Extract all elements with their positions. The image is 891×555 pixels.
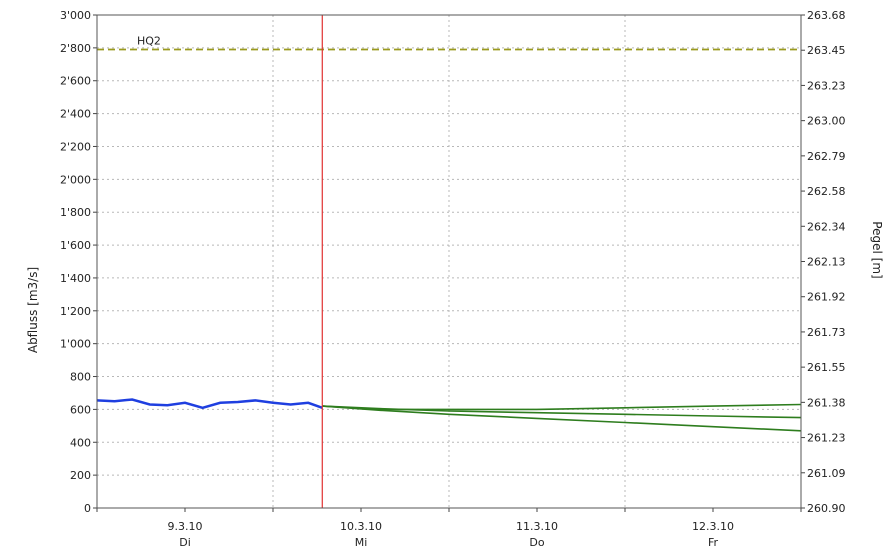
series-line: [322, 405, 802, 419]
y-tick-label-left: 1'800: [60, 206, 91, 219]
y-tick-label-left: 1'400: [60, 272, 91, 285]
y-tick-label-left: 1'200: [60, 305, 91, 318]
y-axis-label-right: Pegel [m]: [870, 221, 884, 278]
y-ticks-right: 263.68 263.45 263.23 263.00 262.79 262.58 262.…: [801, 9, 846, 515]
hq-label: HQ2: [137, 35, 161, 48]
y-tick-label-right: 261.92: [807, 291, 846, 304]
y-tick-label-right: 263.23: [807, 79, 846, 92]
x-date-label: 9.3.10: [168, 520, 203, 533]
y-tick-label-right: 261.55: [807, 361, 846, 374]
series-line: [96, 398, 323, 410]
y-tick-label-right: 260.90: [807, 502, 846, 515]
y-tick-label-right: 261.23: [807, 432, 846, 445]
y-tick-label-right: 262.13: [807, 256, 846, 269]
y-tick-label-left: 2'800: [60, 42, 91, 55]
x-date-label: 10.3.10: [340, 520, 382, 533]
y-tick-label-left: 2'000: [60, 173, 91, 186]
x-day-label: Di: [179, 536, 191, 549]
y-tick-label-right: 262.34: [807, 220, 846, 233]
x-date-label: 12.3.10: [692, 520, 734, 533]
y-tick-label-right: 262.58: [807, 185, 846, 198]
series-line: [322, 405, 802, 432]
y-tick-label-left: 600: [70, 403, 91, 416]
x-day-label: Mi: [355, 536, 368, 549]
y-tick-label-left: 2'200: [60, 140, 91, 153]
y-tick-label-left: 3'000: [60, 9, 91, 22]
y-tick-label-left: 1'000: [60, 338, 91, 351]
y-tick-label-left: 0: [84, 502, 91, 515]
y-tick-label-right: 263.68: [807, 9, 846, 22]
x-date-label: 11.3.10: [516, 520, 558, 533]
y-tick-label-right: 261.38: [807, 396, 846, 409]
x-day-label: Fr: [708, 536, 719, 549]
y-tick-label-left: 2'600: [60, 75, 91, 88]
y-tick-label-right: 261.09: [807, 467, 846, 480]
y-tick-label-left: 1'600: [60, 239, 91, 252]
x-labels: 9.3.10 Di 10.3.10 Mi 11.3.10 Do 12.3.10 Fr: [96, 508, 802, 549]
y-tick-label-left: 800: [70, 371, 91, 384]
y-tick-label-left: 2'400: [60, 108, 91, 121]
y-tick-label-left: 200: [70, 469, 91, 482]
y-tick-label-right: 261.73: [807, 326, 846, 339]
y-tick-label-right: 262.79: [807, 150, 846, 163]
grid: [97, 15, 801, 508]
y-tick-label-right: 263.00: [807, 115, 846, 128]
y-axis-label-left: Abfluss [m3/s]: [26, 267, 40, 353]
plot-frame: [96, 14, 802, 509]
y-ticks-left: 3'000 2'800 2'600 2'400 2'200 2'000 1'800 1'600…: [60, 9, 97, 515]
series-group: [96, 398, 802, 432]
y-tick-label-right: 263.45: [807, 44, 846, 57]
x-day-label: Do: [529, 536, 544, 549]
y-tick-label-left: 400: [70, 436, 91, 449]
